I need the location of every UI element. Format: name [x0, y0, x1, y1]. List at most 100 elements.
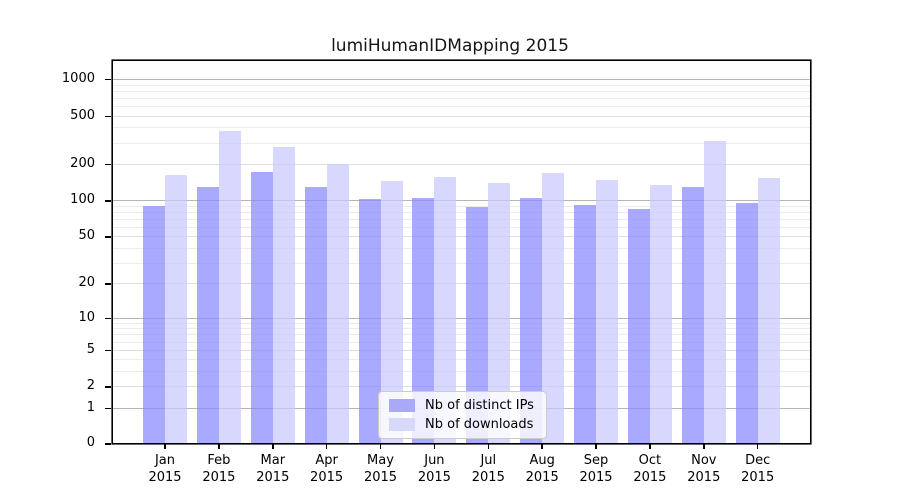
- bar-ips-jul: [466, 207, 489, 443]
- bar-downloads-feb: [218, 130, 241, 443]
- y-tick-label-100: 100: [70, 192, 95, 208]
- y-tick-label-50: 50: [78, 228, 95, 244]
- x-tick-label-jul: Jul 2015: [471, 453, 505, 485]
- bar-ips-dec: [735, 203, 758, 443]
- bar-layer: [113, 61, 810, 443]
- legend-item-distinct-ips: Nb of distinct IPs: [389, 398, 534, 413]
- bar-downloads-aug: [542, 173, 565, 443]
- bar-downloads-nov: [703, 141, 726, 443]
- y-tick-mark-5: [105, 349, 111, 352]
- gridline-7: [113, 334, 810, 336]
- y-tick-mark-1: [105, 407, 111, 410]
- x-tick-label-sep: Sep 2015: [579, 453, 613, 485]
- x-tick-mark-jan: [164, 444, 166, 449]
- bar-ips-apr: [304, 187, 327, 443]
- gridline-300: [113, 142, 810, 144]
- x-tick-label-may: May 2015: [363, 453, 398, 485]
- y-tick-mark-50: [105, 236, 111, 238]
- x-axis: Jan 2015 Feb 2015 Mar 2015 Apr 2015 May 2015 Jun 20…: [113, 444, 810, 500]
- bar-ips-may: [358, 199, 381, 443]
- gridline-800: [113, 90, 810, 92]
- bar-downloads-mar: [272, 147, 295, 443]
- x-tick-mark-sep: [595, 444, 597, 449]
- legend-label-downloads: Nb of downloads: [425, 417, 534, 432]
- bar-ips-feb: [196, 187, 219, 443]
- y-tick-label-0: 0: [86, 435, 95, 450]
- y-tick-label-1: 1: [86, 399, 95, 415]
- x-tick-label-oct: Oct 2015: [633, 453, 667, 485]
- bar-downloads-dec: [757, 178, 780, 443]
- gridline-500: [113, 115, 810, 117]
- y-tick-label-500: 500: [70, 107, 95, 123]
- legend-swatch-downloads: [389, 418, 415, 431]
- x-tick-label-jan: Jan 2015: [148, 453, 182, 485]
- x-tick-mark-jul: [487, 444, 489, 449]
- y-tick-mark-100: [105, 200, 111, 202]
- y-tick-mark-500: [105, 115, 111, 118]
- gridline-700: [113, 97, 810, 99]
- y-tick-mark-0: [105, 443, 111, 445]
- bar-downloads-oct: [649, 185, 672, 443]
- y-tick-label-1000: 1000: [61, 70, 95, 86]
- gridline-400: [113, 127, 810, 129]
- x-tick-label-feb: Feb 2015: [202, 453, 236, 485]
- y-tick-mark-2: [105, 386, 111, 388]
- gridline-6: [113, 341, 810, 343]
- gridline-90: [113, 205, 810, 207]
- gridline-80: [113, 211, 810, 213]
- gridline-60: [113, 226, 810, 228]
- gridline-900: [113, 84, 810, 86]
- gridline-600: [113, 105, 810, 107]
- gridline-8: [113, 328, 810, 330]
- bar-ips-mar: [250, 171, 273, 443]
- y-tick-mark-1000: [105, 78, 111, 81]
- x-tick-label-dec: Dec 2015: [741, 453, 775, 485]
- legend-swatch-distinct-ips: [389, 399, 415, 412]
- legend-label-distinct-ips: Nb of distinct IPs: [425, 398, 534, 413]
- chart-title: lumiHumanIDMapping 2015: [331, 36, 569, 56]
- gridline-5: [113, 349, 810, 351]
- x-tick-mark-aug: [541, 444, 543, 449]
- bar-downloads-sep: [596, 179, 618, 443]
- bar-downloads-apr: [326, 163, 349, 443]
- y-tick-label-10: 10: [78, 309, 95, 325]
- gridline-20: [113, 283, 810, 285]
- x-tick-label-jun: Jun 2015: [417, 453, 451, 485]
- x-tick-mark-apr: [325, 444, 328, 449]
- gridline-4: [113, 359, 810, 361]
- gridline-50: [113, 236, 810, 238]
- gridline-30: [113, 262, 810, 264]
- bar-downloads-jul: [488, 182, 511, 443]
- y-tick-label-20: 20: [78, 275, 95, 291]
- x-tick-mark-mar: [272, 444, 274, 449]
- gridline-10: [113, 317, 810, 319]
- gridline-70: [113, 218, 810, 220]
- x-tick-label-mar: Mar 2015: [256, 453, 290, 485]
- bar-ips-oct: [627, 208, 650, 443]
- y-tick-mark-20: [105, 283, 111, 285]
- y-tick-mark-10: [105, 317, 111, 320]
- bar-ips-aug: [520, 197, 543, 443]
- gridline-3: [113, 371, 810, 373]
- x-tick-label-aug: Aug 2015: [525, 453, 559, 485]
- bar-ips-jan: [143, 205, 165, 443]
- gridline-9: [113, 322, 810, 324]
- gridline-2: [113, 386, 810, 388]
- x-tick-label-apr: Apr 2015: [310, 453, 344, 485]
- x-tick-mark-nov: [703, 444, 705, 449]
- y-tick-mark-200: [105, 163, 111, 166]
- legend: Nb of distinct IPs Nb of downloads: [378, 391, 547, 439]
- gridline-40: [113, 248, 810, 249]
- bar-downloads-jun: [434, 176, 457, 443]
- legend-item-downloads: Nb of downloads: [389, 417, 534, 432]
- gridline-100: [113, 200, 810, 202]
- bar-ips-sep: [574, 205, 596, 443]
- x-tick-label-nov: Nov 2015: [687, 453, 721, 485]
- y-axis: 0 1 2 5 10 20 50 100 200 500 1000: [0, 61, 111, 450]
- x-tick-mark-oct: [649, 444, 651, 449]
- x-tick-mark-jun: [433, 444, 436, 449]
- x-tick-mark-may: [379, 444, 382, 449]
- y-tick-label-5: 5: [86, 341, 95, 357]
- plot-area: [113, 61, 810, 443]
